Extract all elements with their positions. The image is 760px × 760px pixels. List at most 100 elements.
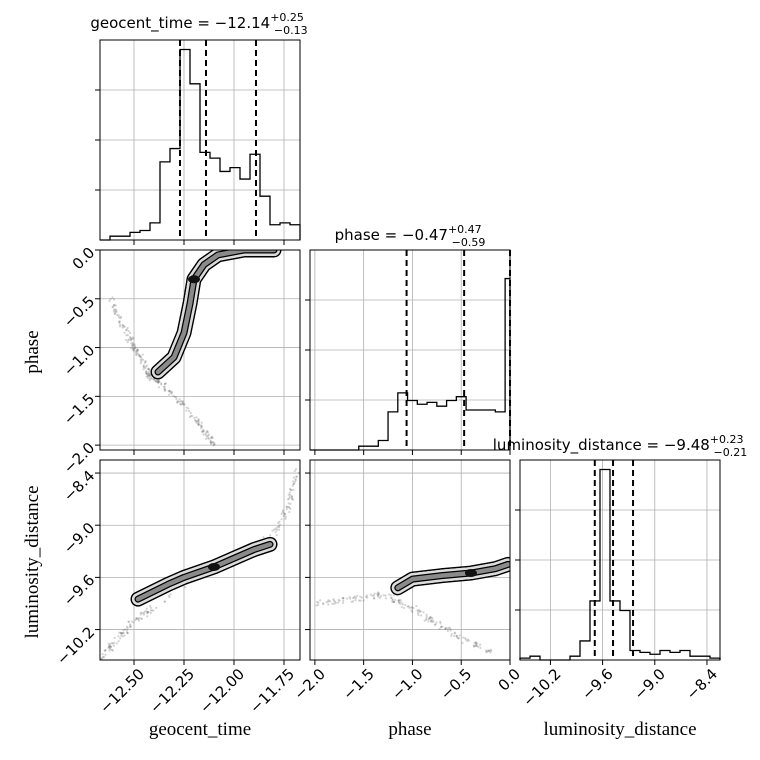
sample-point bbox=[103, 649, 106, 652]
sample-point bbox=[168, 595, 171, 599]
sample-point bbox=[472, 644, 475, 647]
sample-point bbox=[322, 602, 325, 605]
sample-point bbox=[315, 604, 318, 607]
sample-point bbox=[289, 507, 292, 510]
sample-point bbox=[125, 329, 128, 332]
density-peak bbox=[188, 275, 200, 284]
sample-point bbox=[147, 368, 150, 371]
sample-point bbox=[164, 388, 167, 391]
sample-point bbox=[287, 506, 290, 509]
sample-point bbox=[348, 596, 351, 599]
sample-point bbox=[167, 393, 171, 396]
sample-point bbox=[206, 431, 209, 434]
sample-point bbox=[373, 592, 376, 595]
sample-point bbox=[145, 372, 148, 375]
sample-point bbox=[129, 331, 132, 335]
sample-point bbox=[288, 491, 291, 494]
sample-point bbox=[148, 374, 151, 377]
sample-point bbox=[202, 428, 205, 431]
sample-point bbox=[140, 617, 143, 620]
sample-point bbox=[136, 348, 140, 351]
sample-point bbox=[124, 338, 128, 342]
sample-point bbox=[104, 648, 107, 652]
sample-point bbox=[284, 515, 287, 519]
sample-point bbox=[132, 349, 135, 352]
sample-point bbox=[108, 649, 111, 652]
sample-point bbox=[266, 245, 268, 247]
sample-point bbox=[104, 653, 107, 656]
sample-point bbox=[337, 598, 340, 601]
sample-point bbox=[258, 247, 260, 249]
sample-point bbox=[292, 498, 295, 501]
sample-point bbox=[433, 623, 436, 626]
sample-point bbox=[209, 441, 213, 444]
y-tick-label: −8.4 bbox=[60, 467, 98, 505]
contour-core bbox=[155, 250, 277, 375]
sample-point bbox=[147, 372, 151, 376]
sample-point bbox=[154, 380, 157, 383]
sample-point bbox=[146, 375, 149, 378]
sample-point bbox=[202, 430, 205, 433]
title-luminosity-distance: luminosity_distance = −9.48+0.23 −0.21 bbox=[493, 433, 747, 459]
sample-point bbox=[163, 600, 167, 603]
sample-point bbox=[444, 627, 447, 631]
sample-point bbox=[137, 619, 140, 622]
sample-point bbox=[365, 594, 368, 597]
sample-point bbox=[277, 521, 280, 524]
xlabel-luminosity-distance: luminosity_distance bbox=[543, 719, 696, 740]
x-tick-label: −12.25 bbox=[146, 665, 198, 717]
sample-point bbox=[130, 620, 133, 623]
sample-point bbox=[333, 600, 337, 603]
sample-point bbox=[113, 641, 116, 644]
sample-point bbox=[289, 502, 292, 505]
sample-point bbox=[362, 599, 365, 602]
sample-point bbox=[382, 594, 385, 597]
sample-point bbox=[466, 638, 470, 641]
sample-point bbox=[133, 343, 136, 346]
sample-point bbox=[112, 298, 116, 301]
sample-point bbox=[410, 609, 413, 612]
sample-point bbox=[112, 304, 116, 307]
sample-point bbox=[274, 246, 276, 248]
sample-point bbox=[411, 610, 414, 613]
sample-point bbox=[439, 622, 442, 625]
sample-point bbox=[128, 625, 132, 628]
sample-point bbox=[281, 510, 284, 514]
sample-point bbox=[400, 601, 403, 604]
sample-point bbox=[377, 592, 381, 595]
sample-point bbox=[155, 379, 158, 382]
sample-point bbox=[289, 487, 292, 491]
sample-point bbox=[109, 645, 112, 649]
sample-point bbox=[145, 610, 148, 613]
sample-point bbox=[205, 437, 208, 440]
sample-point bbox=[338, 599, 341, 602]
sample-point bbox=[393, 600, 396, 603]
sample-point bbox=[397, 598, 400, 602]
x-tick-label: −12.50 bbox=[96, 665, 148, 717]
sample-point bbox=[453, 631, 457, 634]
sample-point bbox=[109, 645, 112, 648]
sample-point bbox=[290, 497, 294, 500]
sample-point bbox=[167, 389, 170, 393]
sample-point bbox=[397, 601, 401, 604]
sample-point bbox=[431, 620, 434, 623]
sample-point bbox=[147, 370, 151, 373]
sample-point bbox=[297, 471, 300, 475]
sample-point bbox=[449, 629, 452, 632]
sample-point bbox=[167, 594, 170, 597]
sample-point bbox=[256, 247, 258, 249]
sample-point bbox=[290, 495, 294, 498]
sample-point bbox=[109, 648, 112, 651]
sample-point bbox=[328, 600, 332, 603]
sample-point bbox=[116, 313, 119, 317]
sample-point bbox=[333, 602, 336, 606]
sample-point bbox=[278, 520, 281, 523]
sample-point bbox=[211, 436, 214, 440]
sample-point bbox=[147, 372, 150, 375]
sample-point bbox=[327, 599, 330, 602]
sample-point bbox=[107, 642, 110, 645]
sample-point bbox=[114, 304, 117, 307]
y-tick-label: −9.0 bbox=[60, 519, 98, 557]
sample-point bbox=[404, 603, 407, 607]
histogram-luminosity_distance bbox=[519, 468, 721, 661]
